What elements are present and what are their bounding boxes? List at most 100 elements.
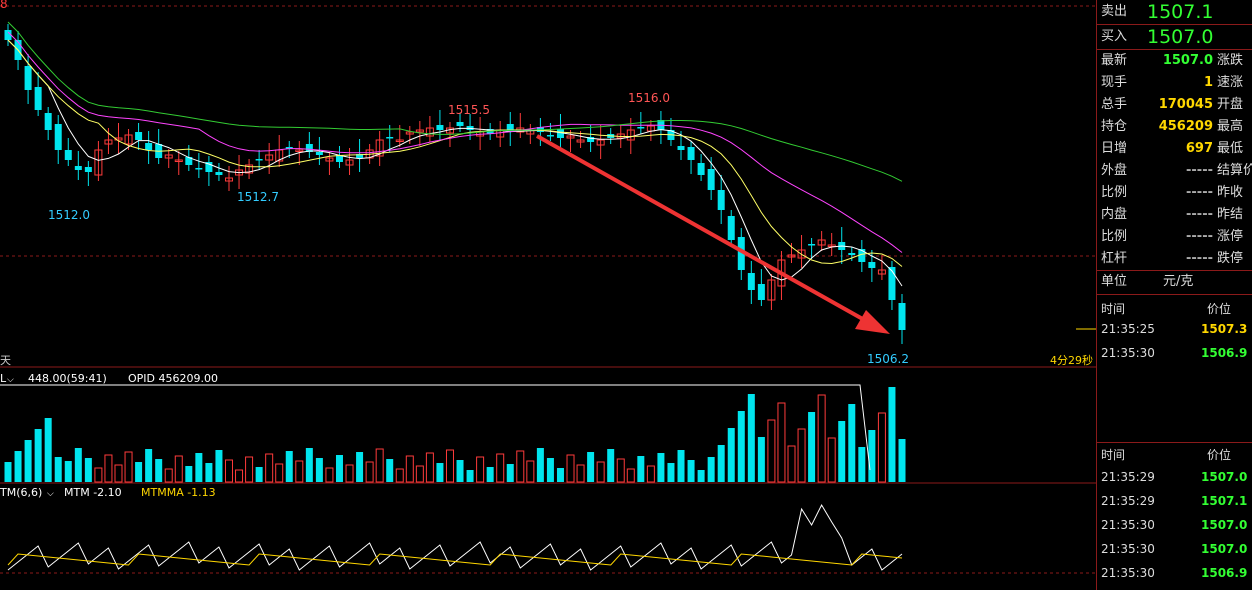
- candle-body: [285, 147, 293, 149]
- quote-row: 最新 1507.0 涨跌: [1097, 50, 1252, 72]
- candle-body: [697, 163, 705, 175]
- candle-body: [868, 262, 876, 268]
- volume-bar: [717, 445, 725, 482]
- candle-body: [114, 137, 123, 141]
- volume-bar: [848, 404, 856, 482]
- buy-label: 买入: [1101, 29, 1128, 44]
- volume-bars: [4, 387, 906, 483]
- quote-row: 日增 697 最低: [1097, 138, 1252, 160]
- kline-chart[interactable]: 8 1515.5 1516.0 1512.0 1512.7 1506.2 天 4…: [0, 0, 1096, 590]
- volume-bar: [445, 449, 454, 483]
- mtm-value: MTM -2.10: [64, 486, 122, 499]
- quote-label-2: 最低: [1217, 141, 1244, 156]
- candle-body: [54, 124, 62, 150]
- volume-bar: [74, 448, 82, 482]
- candle-body: [405, 131, 414, 135]
- volume-bar: [235, 469, 244, 483]
- volume-dropdown-icon[interactable]: ⌵: [7, 375, 14, 385]
- volume-bar: [265, 453, 274, 483]
- unit-label: 单位: [1101, 274, 1128, 289]
- candle-body: [295, 149, 304, 152]
- ticks1-header-price: 价位: [1207, 302, 1232, 316]
- quote-label: 比例: [1101, 229, 1128, 244]
- buy-row: 买入 1507.0: [1097, 25, 1252, 49]
- candle-body: [717, 190, 725, 210]
- volume-bar: [496, 453, 505, 483]
- candle-body: [436, 125, 444, 130]
- volume-bar: [767, 419, 776, 483]
- volume-bar: [587, 452, 595, 482]
- volume-bar: [747, 394, 755, 482]
- quote-value: -----: [1186, 251, 1213, 266]
- candle-body: [576, 139, 585, 143]
- volume-bar: [808, 412, 816, 482]
- trend-arrow: [536, 134, 890, 334]
- volume-bar: [425, 452, 434, 483]
- volume-bar: [616, 458, 625, 483]
- volume-bar: [576, 464, 585, 483]
- volume-bar: [777, 402, 786, 483]
- quote-value: -----: [1186, 185, 1213, 200]
- volume-bar: [386, 459, 394, 482]
- volume-bar: [124, 451, 133, 483]
- volume-bar: [356, 452, 364, 482]
- tick-row: 21:35:30 1506.9: [1097, 342, 1252, 364]
- candle-body: [556, 129, 564, 138]
- volume-bar: [757, 437, 765, 482]
- quote-label: 现手: [1101, 75, 1128, 90]
- low-label-last: 1506.2: [867, 352, 909, 366]
- tick-time: 21:35:29: [1101, 470, 1155, 484]
- volume-bar: [295, 460, 304, 483]
- candle-body: [375, 139, 384, 157]
- candle-body: [4, 30, 12, 40]
- volume-bar: [677, 450, 685, 482]
- high-label-right: 1516.0: [628, 91, 670, 105]
- candle-body: [325, 157, 334, 162]
- volume-bar: [637, 456, 645, 482]
- candle-body: [546, 135, 554, 137]
- quote-label: 比例: [1101, 185, 1128, 200]
- volume-bar: [174, 455, 183, 483]
- tick-row: 21:35:29 1507.0: [1097, 466, 1252, 488]
- ticks1-header-time: 时间: [1101, 302, 1126, 316]
- volume-bar: [34, 429, 42, 482]
- indicator-dropdown-icon[interactable]: ⌵: [47, 489, 54, 499]
- volume-bar: [486, 467, 494, 482]
- candle-body: [737, 237, 745, 270]
- tick-price: 1507.1: [1201, 494, 1248, 508]
- quote-value: 1: [1203, 75, 1213, 90]
- volume-bar: [195, 453, 203, 482]
- volume-bar: [526, 460, 535, 483]
- quote-value: 697: [1185, 141, 1213, 156]
- candle-body: [767, 279, 776, 301]
- candle-body: [415, 129, 424, 133]
- quote-label-2: 涨跌: [1217, 53, 1244, 68]
- candle-body: [84, 167, 92, 172]
- quote-label-2: 速涨: [1217, 75, 1244, 90]
- candle-body: [315, 152, 323, 155]
- quote-value: 170045: [1158, 97, 1213, 112]
- volume-bar: [516, 450, 525, 483]
- volume-bar: [556, 468, 564, 482]
- candle-body: [566, 135, 575, 139]
- ma-line: [7, 39, 903, 267]
- candle-body: [858, 249, 866, 262]
- volume-bar: [546, 458, 554, 482]
- quote-row: 持仓 456209 最高: [1097, 116, 1252, 138]
- candle-body: [124, 134, 133, 145]
- tick-time: 21:35:29: [1101, 494, 1155, 508]
- chart-grid: [0, 5, 1096, 574]
- buy-price: 1507.0: [1147, 26, 1214, 48]
- candle-body: [888, 267, 896, 300]
- tick-time: 21:35:25: [1101, 322, 1155, 336]
- candle-body: [425, 127, 434, 137]
- sell-label: 卖出: [1101, 4, 1128, 19]
- volume-bar: [596, 461, 605, 483]
- volume-bar: [657, 453, 665, 482]
- candle-body: [727, 216, 735, 240]
- volume-bar: [145, 449, 153, 482]
- quote-label: 外盘: [1101, 163, 1128, 178]
- quote-row: 比例 ----- 昨收: [1097, 182, 1252, 204]
- high-label-left: 1515.5: [448, 103, 490, 117]
- candle-body: [185, 157, 193, 165]
